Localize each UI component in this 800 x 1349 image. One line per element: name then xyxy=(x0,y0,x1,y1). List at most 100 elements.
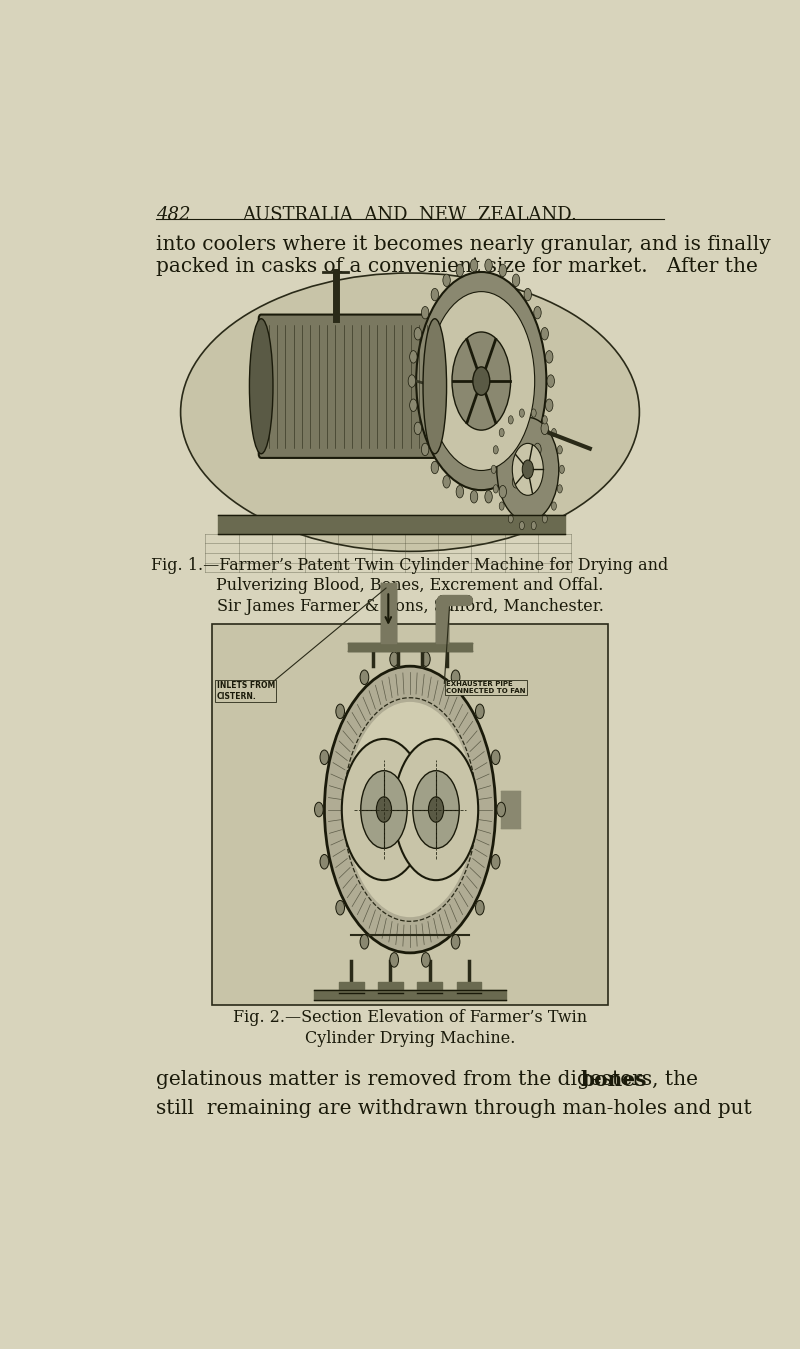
Text: INLETS FROM
CISTERN.: INLETS FROM CISTERN. xyxy=(217,681,275,700)
Circle shape xyxy=(428,291,534,471)
Circle shape xyxy=(473,367,490,395)
Circle shape xyxy=(491,854,500,869)
Circle shape xyxy=(512,476,520,488)
Circle shape xyxy=(414,328,422,340)
Circle shape xyxy=(394,739,478,880)
Circle shape xyxy=(524,289,531,301)
FancyBboxPatch shape xyxy=(258,314,438,457)
Circle shape xyxy=(336,704,345,719)
Text: still  remaining are withdrawn through man-holes and put: still remaining are withdrawn through ma… xyxy=(156,1099,751,1118)
Text: Fig. 2.—Section Elevation of Farmer’s Twin: Fig. 2.—Section Elevation of Farmer’s Tw… xyxy=(233,1009,587,1027)
Circle shape xyxy=(456,264,463,277)
Circle shape xyxy=(494,445,498,455)
Circle shape xyxy=(522,460,534,479)
Circle shape xyxy=(485,259,492,271)
Text: 482: 482 xyxy=(156,205,190,224)
Circle shape xyxy=(361,770,407,849)
Text: packed in casks of a convenient size for market.   After the: packed in casks of a convenient size for… xyxy=(156,258,758,277)
Text: Pulverizing Blood, Bones, Excrement and Offal.: Pulverizing Blood, Bones, Excrement and … xyxy=(216,577,604,595)
Circle shape xyxy=(422,444,429,456)
Circle shape xyxy=(470,491,478,503)
Circle shape xyxy=(519,409,524,417)
Text: Cylinder Drying Machine.: Cylinder Drying Machine. xyxy=(305,1031,515,1047)
Circle shape xyxy=(475,704,484,719)
Circle shape xyxy=(416,272,546,490)
Circle shape xyxy=(451,670,460,684)
Circle shape xyxy=(408,375,415,387)
Circle shape xyxy=(499,264,506,277)
Circle shape xyxy=(534,306,541,318)
Circle shape xyxy=(410,399,417,411)
Circle shape xyxy=(491,750,500,765)
Ellipse shape xyxy=(423,318,446,453)
Circle shape xyxy=(413,770,459,849)
Ellipse shape xyxy=(250,318,273,453)
Text: gelatinous matter is removed from the digesters, the: gelatinous matter is removed from the di… xyxy=(156,1070,704,1089)
Circle shape xyxy=(360,670,369,684)
Circle shape xyxy=(531,522,536,530)
Circle shape xyxy=(376,797,391,823)
Circle shape xyxy=(531,409,536,417)
Circle shape xyxy=(499,486,506,498)
Circle shape xyxy=(546,399,553,411)
Circle shape xyxy=(422,952,430,967)
Circle shape xyxy=(431,289,438,301)
Circle shape xyxy=(546,351,553,363)
Circle shape xyxy=(512,274,520,286)
Text: AUSTRALIA  AND  NEW  ZEALAND.: AUSTRALIA AND NEW ZEALAND. xyxy=(242,205,578,224)
Circle shape xyxy=(422,652,430,666)
Ellipse shape xyxy=(181,272,639,552)
Circle shape xyxy=(443,476,450,488)
Circle shape xyxy=(410,351,417,363)
Circle shape xyxy=(524,461,531,473)
Text: Fig. 1.—Farmer’s Patent Twin Cylinder Machine for Drying and: Fig. 1.—Farmer’s Patent Twin Cylinder Ma… xyxy=(151,557,669,573)
Text: bones: bones xyxy=(581,1070,647,1090)
Circle shape xyxy=(342,739,426,880)
Circle shape xyxy=(508,515,514,523)
Circle shape xyxy=(491,465,496,473)
Circle shape xyxy=(485,491,492,503)
Text: into coolers where it becomes nearly granular, and is finally: into coolers where it becomes nearly gra… xyxy=(156,235,770,254)
Circle shape xyxy=(508,415,514,424)
Circle shape xyxy=(414,422,422,434)
Circle shape xyxy=(431,461,438,473)
Circle shape xyxy=(429,797,444,823)
Text: EXHAUSTER PIPE
CONNECTED TO FAN: EXHAUSTER PIPE CONNECTED TO FAN xyxy=(446,681,526,695)
Circle shape xyxy=(547,375,554,387)
Circle shape xyxy=(497,417,558,521)
Text: Sir James Farmer & Sons, Salford, Manchester.: Sir James Farmer & Sons, Salford, Manche… xyxy=(217,598,603,615)
Circle shape xyxy=(541,328,549,340)
Circle shape xyxy=(512,444,543,495)
Circle shape xyxy=(499,429,504,437)
Circle shape xyxy=(494,484,498,492)
Circle shape xyxy=(360,935,369,950)
Circle shape xyxy=(475,900,484,915)
Circle shape xyxy=(470,259,478,271)
Circle shape xyxy=(542,515,547,523)
Circle shape xyxy=(325,666,495,952)
Circle shape xyxy=(452,332,510,430)
Circle shape xyxy=(320,854,329,869)
Circle shape xyxy=(551,429,557,437)
Circle shape xyxy=(551,502,557,510)
Circle shape xyxy=(558,445,562,455)
Circle shape xyxy=(456,486,463,498)
Circle shape xyxy=(314,803,323,816)
Bar xyxy=(211,625,608,1005)
Circle shape xyxy=(559,465,564,473)
Circle shape xyxy=(451,935,460,950)
Circle shape xyxy=(320,750,329,765)
Circle shape xyxy=(558,484,562,492)
Circle shape xyxy=(390,652,398,666)
Circle shape xyxy=(499,502,504,510)
Circle shape xyxy=(519,522,524,530)
Circle shape xyxy=(542,415,547,424)
Circle shape xyxy=(422,306,429,318)
Circle shape xyxy=(497,803,506,816)
Circle shape xyxy=(541,422,549,434)
Circle shape xyxy=(336,900,345,915)
Circle shape xyxy=(534,444,541,456)
Circle shape xyxy=(390,952,398,967)
Circle shape xyxy=(443,274,450,286)
Circle shape xyxy=(346,701,474,917)
